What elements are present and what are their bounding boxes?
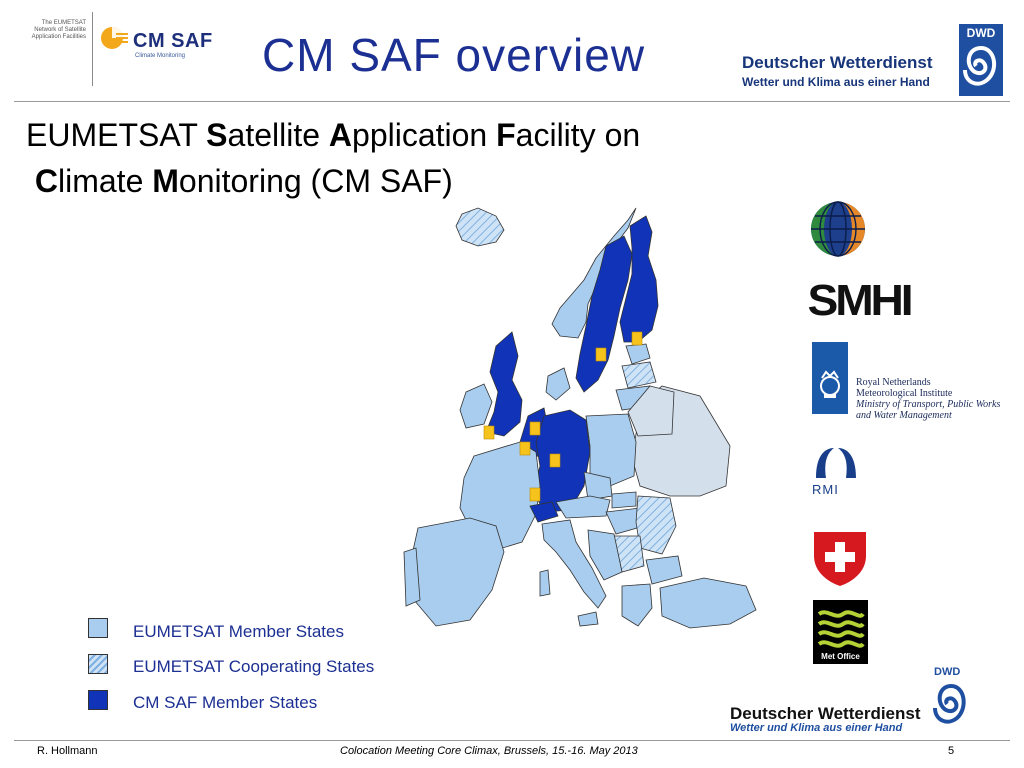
dwd-logo-icon: DWD	[959, 24, 1003, 96]
map-ireland	[459, 383, 493, 429]
legend-label-cooperating: EUMETSAT Cooperating States	[133, 657, 375, 676]
legend-label-cmsaf: CM SAF Member States	[133, 693, 318, 712]
map-italy	[541, 519, 607, 609]
header-divider	[92, 12, 93, 86]
map-sweden	[575, 235, 633, 393]
footer-event: Colocation Meeting Core Climax, Brussels…	[340, 745, 638, 757]
dwd-footer-name: Deutscher Wetterdienst	[730, 704, 921, 723]
legend-swatch-cmsaf	[88, 690, 108, 710]
subtitle-line-2: Climate Monitoring (CM SAF)	[34, 163, 453, 199]
map-austria	[555, 495, 611, 519]
dwd-logo-abbr: DWD	[966, 26, 996, 40]
rmi-logo-icon	[812, 444, 860, 482]
map-sicily	[577, 611, 599, 627]
slide-title: CM SAF overview	[262, 29, 646, 81]
met-office-waves-icon	[817, 610, 865, 648]
map-turkey	[659, 577, 757, 629]
footer-rule	[14, 740, 1010, 741]
dwd-footer-abbr: DWD	[934, 666, 961, 678]
map-denmark	[545, 367, 571, 401]
map-uk	[485, 331, 523, 437]
knmi-logo-icon	[812, 342, 848, 414]
legend-swatch-member	[88, 618, 108, 638]
smhi-logo: SMHI	[807, 276, 914, 325]
site-marker	[631, 331, 643, 346]
site-marker	[529, 487, 541, 502]
map-romania	[635, 495, 677, 555]
map-belarus	[627, 385, 675, 437]
map-estonia	[625, 343, 651, 365]
map-sardinia	[539, 569, 551, 597]
cmsaf-logo-text: CM SAF	[133, 30, 213, 52]
met-office-text: Met Office	[821, 652, 860, 661]
site-marker	[595, 347, 607, 362]
map-greece	[621, 583, 653, 627]
map-slovakia	[611, 491, 637, 509]
footer-author: R. Hollmann	[37, 745, 98, 757]
eumetsat-globe-icon	[811, 201, 865, 257]
site-marker	[549, 453, 561, 468]
subtitle-line-1: EUMETSAT Satellite Application Facility …	[26, 117, 641, 153]
map-switzerland	[529, 501, 559, 523]
header-rule	[14, 101, 1010, 102]
dwd-header-name: Deutscher Wetterdienst	[742, 53, 933, 72]
knmi-logo-text: Royal Netherlands Meteorological Institu…	[856, 377, 1001, 421]
map-latvia	[621, 361, 657, 389]
dwd-footer-slogan: Wetter und Klima aus einer Hand	[730, 722, 903, 734]
site-marker	[519, 441, 531, 456]
cmsaf-logo-subtext: Climate Monitoring	[135, 53, 186, 59]
site-marker	[483, 425, 495, 440]
legend-swatch-cooperating	[88, 654, 108, 674]
map-germany	[533, 409, 591, 513]
cmsaf-logo-icon	[101, 27, 128, 49]
map-bulgaria	[645, 555, 683, 585]
europe-map	[403, 207, 757, 629]
map-iceland	[455, 207, 505, 247]
dwd-footer-logo-icon: DWD	[930, 664, 972, 734]
map-balkans	[587, 529, 623, 581]
site-marker	[529, 421, 541, 436]
rmi-logo-text: RMI	[812, 482, 839, 497]
eumetsat-network-text: The EUMETSAT Network of Satellite Applic…	[31, 20, 86, 40]
swiss-shield-icon	[814, 532, 866, 586]
met-office-logo: Met Office	[813, 600, 868, 664]
map-poland	[585, 413, 637, 487]
legend-label-member: EUMETSAT Member States	[133, 622, 344, 641]
footer-page-number: 5	[948, 745, 955, 757]
dwd-header-slogan: Wetter und Klima aus einer Hand	[742, 75, 930, 89]
slide-subtitle: EUMETSAT Satellite Application Facility …	[26, 112, 640, 204]
map-portugal	[403, 547, 421, 607]
map-finland	[619, 215, 659, 343]
map-spain	[409, 517, 505, 627]
